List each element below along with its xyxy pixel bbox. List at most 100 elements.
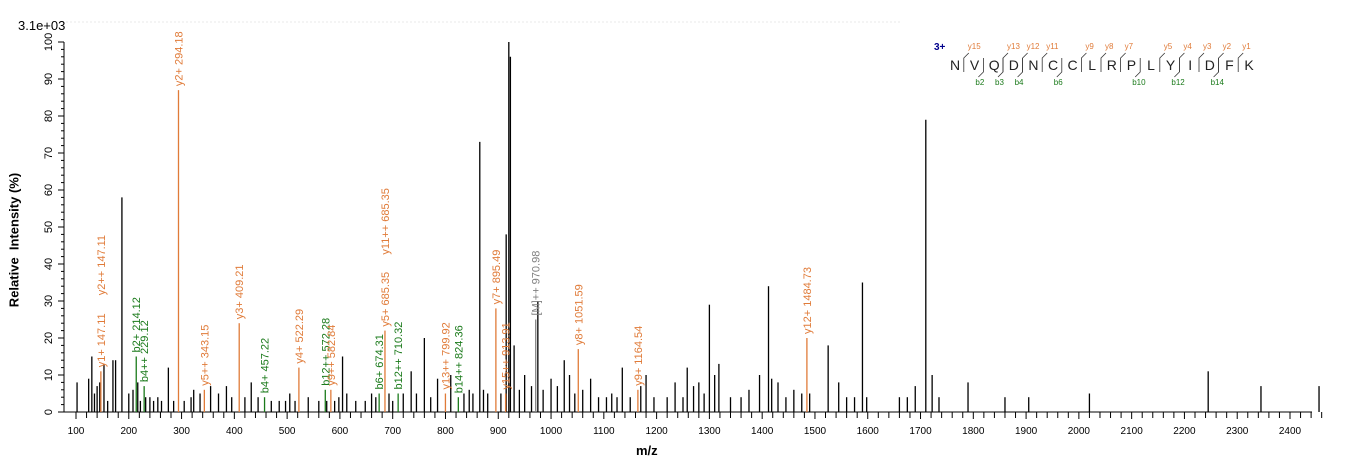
x-tick-label: 1700 bbox=[909, 426, 932, 437]
y-ion-bracket bbox=[1159, 52, 1166, 72]
peak-label: [M]++ 970.98 bbox=[531, 251, 543, 316]
x-tick-label: 1200 bbox=[645, 426, 668, 437]
x-tick-label: 1600 bbox=[857, 426, 880, 437]
residue: Q bbox=[989, 57, 1000, 73]
residue: Y bbox=[1166, 57, 1176, 73]
residue: D bbox=[1009, 57, 1019, 73]
x-tick-label: 1500 bbox=[804, 426, 827, 437]
y-tick-label: 60 bbox=[43, 184, 55, 196]
residue: C bbox=[1048, 57, 1058, 73]
y-ion-label: y2 bbox=[1223, 42, 1232, 51]
peak-label: y11++ 685.35 bbox=[380, 188, 392, 254]
b-ion-label: b3 bbox=[995, 78, 1004, 87]
y-tick-label: 100 bbox=[43, 33, 55, 51]
residue: N bbox=[1028, 57, 1038, 73]
x-tick-label: 2100 bbox=[1121, 426, 1144, 437]
peak-label: b12++ 572.28 bbox=[320, 318, 332, 386]
x-tick-label: 400 bbox=[226, 426, 243, 437]
peak-label: y9+ 1164.54 bbox=[633, 326, 645, 386]
b-ion-bracket bbox=[978, 58, 984, 78]
residue: R bbox=[1107, 57, 1117, 73]
y-tick-label: 80 bbox=[43, 110, 55, 122]
y-ion-bracket bbox=[1120, 52, 1126, 72]
x-tick-label: 200 bbox=[120, 426, 137, 437]
x-tick-label: 1100 bbox=[593, 426, 615, 437]
y-ion-label: y12 bbox=[1027, 42, 1040, 51]
y-ion-label: y5 bbox=[1164, 42, 1173, 51]
charge-state: 3+ bbox=[934, 42, 946, 53]
y-ion-label: y8 bbox=[1105, 42, 1114, 51]
y-ion-label: y13 bbox=[1007, 42, 1020, 51]
max-intensity-label: 3.1e+03 bbox=[18, 18, 66, 33]
y-ion-bracket bbox=[1002, 52, 1009, 72]
y-ion-label: y1 bbox=[1242, 42, 1251, 51]
b-ion-label: b12 bbox=[1171, 78, 1185, 87]
peak-label: b12++ 710.32 bbox=[393, 322, 405, 390]
y-ion-bracket bbox=[1179, 52, 1185, 72]
residue: C bbox=[1068, 57, 1078, 73]
peak-label: y12+ 1484.73 bbox=[802, 267, 814, 334]
residue: L bbox=[1147, 57, 1155, 73]
x-tick-label: 700 bbox=[384, 426, 401, 437]
peak-label: b4++ 229.12 bbox=[139, 320, 151, 382]
y-tick-label: 0 bbox=[43, 409, 55, 415]
peak-label: y1+ 147.11 bbox=[96, 313, 108, 367]
b-ion-bracket bbox=[1017, 58, 1023, 78]
peak-label: b6+ 674.31 bbox=[374, 334, 386, 389]
y-ion-bracket bbox=[1218, 52, 1224, 72]
y-tick-label: 90 bbox=[43, 73, 55, 85]
x-tick-label: 800 bbox=[437, 426, 454, 437]
peak-label: y13++ 799.92 bbox=[440, 322, 452, 389]
b-ion-bracket bbox=[1213, 58, 1219, 78]
b-ion-bracket bbox=[1056, 58, 1063, 78]
x-tick-label: 2200 bbox=[1173, 426, 1196, 437]
x-tick-label: 2400 bbox=[1279, 426, 1302, 437]
y-ion-label: y11 bbox=[1046, 42, 1059, 51]
peak-label: y5++ 343.15 bbox=[199, 325, 211, 386]
x-tick-label: 600 bbox=[332, 426, 349, 437]
x-tick-label: 2300 bbox=[1226, 426, 1249, 437]
x-tick-label: 1900 bbox=[1015, 426, 1038, 437]
y-ion-label: y15 bbox=[968, 42, 981, 51]
axes: 0 10 20 30 40 50 60 70 80 90 100 100 200 300 400 500 600… bbox=[43, 21, 1323, 437]
b-ion-label: b14 bbox=[1211, 78, 1225, 87]
x-tick-label: 1000 bbox=[540, 426, 563, 437]
y-ion-bracket bbox=[1198, 52, 1205, 72]
y-tick-label: 10 bbox=[43, 369, 55, 381]
peak-label: y4+ 522.29 bbox=[294, 309, 306, 364]
y-ion-bracket bbox=[1100, 52, 1107, 72]
peak-label: y9++ 582.84 bbox=[326, 325, 338, 386]
peak-label: y8+ 1051.59 bbox=[573, 284, 585, 345]
peak-label: b2+ 214.12 bbox=[131, 297, 143, 352]
residue: F bbox=[1225, 57, 1234, 73]
b-ion-bracket bbox=[1174, 58, 1180, 78]
y-ion-label: y4 bbox=[1183, 42, 1192, 51]
residue: N bbox=[950, 57, 960, 73]
y-tick-label: 50 bbox=[43, 221, 55, 233]
x-tick-label: 1400 bbox=[751, 426, 774, 437]
peak-label: y5+ 685.35 bbox=[380, 272, 392, 327]
y-ion-bracket bbox=[1081, 52, 1087, 72]
x-axis-title: m/z bbox=[636, 443, 658, 458]
x-tick-label: 500 bbox=[279, 426, 296, 437]
x-tick-label: 100 bbox=[68, 426, 85, 437]
y-ion-bracket bbox=[1022, 52, 1028, 72]
peak-label: y2+ 294.18 bbox=[173, 31, 185, 86]
b-ion-label: b2 bbox=[975, 78, 984, 87]
b-ion-bracket bbox=[997, 58, 1004, 78]
b-ion-label: b6 bbox=[1054, 78, 1063, 87]
y-tick-label: 40 bbox=[43, 258, 55, 270]
y-ion-label: y3 bbox=[1203, 42, 1212, 51]
peaks bbox=[76, 42, 1320, 412]
residue: D bbox=[1205, 57, 1215, 73]
y-ion-label: y7 bbox=[1125, 42, 1134, 51]
y-tick-label: 30 bbox=[43, 295, 55, 307]
peak-label: y7+ 895.49 bbox=[491, 250, 503, 305]
peak-label: b14++ 824.36 bbox=[453, 325, 465, 393]
residue: K bbox=[1244, 57, 1254, 73]
y-tick-label: 20 bbox=[43, 332, 55, 344]
y-tick-label: 70 bbox=[43, 147, 55, 159]
peak-label: y3+ 409.21 bbox=[234, 264, 246, 319]
